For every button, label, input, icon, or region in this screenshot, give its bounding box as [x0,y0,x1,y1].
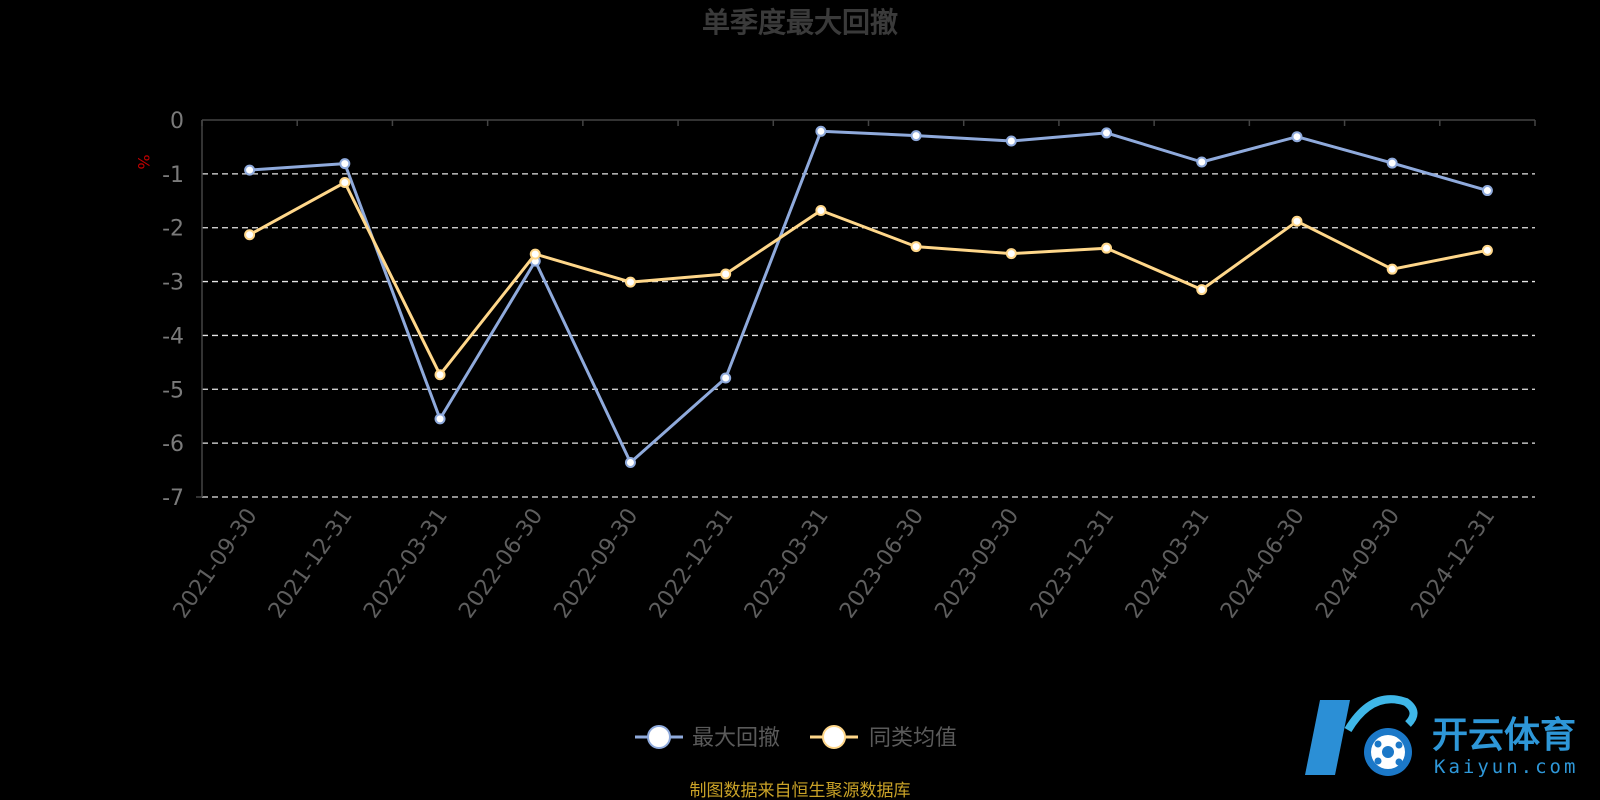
x-tick-label: 2022-09-30 [550,504,644,623]
data-point [244,164,256,176]
data-point [1196,156,1208,168]
data-point [529,248,541,260]
x-tick-label: 2021-12-31 [264,504,358,623]
y-tick-label: -5 [162,378,184,403]
chart-title: 单季度最大回撤 [702,6,898,39]
y-tick-label: -3 [162,271,184,296]
data-point [339,158,351,170]
data-point [1101,242,1113,254]
data-point [1386,263,1398,275]
x-tick-label: 2023-09-30 [930,504,1024,623]
data-point [910,130,922,142]
data-source-note: 制图数据来自恒生聚源数据库 [690,781,911,800]
y-tick-label: -2 [162,217,184,242]
data-point [339,176,351,188]
series-layer [244,125,1493,469]
data-point [1101,127,1113,139]
x-tick-label: 2022-12-31 [645,504,739,623]
y-tick-label: -7 [162,486,184,511]
x-tick-label: 2024-06-30 [1216,504,1310,623]
data-point [244,229,256,241]
x-tick-label: 2022-03-31 [359,504,453,623]
data-point [434,369,446,381]
series-1 [244,176,1493,381]
data-point [1481,185,1493,197]
data-point [1196,284,1208,296]
series-line [248,181,1488,377]
data-point [624,457,636,469]
x-tick-label: 2024-03-31 [1121,504,1215,623]
data-point [1481,244,1493,256]
data-point [1005,135,1017,147]
legend-marker-icon [822,725,846,749]
data-point [624,276,636,288]
data-point [910,241,922,253]
data-point [1005,248,1017,260]
legend-marker-icon [647,725,671,749]
data-point [720,268,732,280]
y-axis-unit: % [134,154,153,169]
y-tick-label: -6 [162,432,184,457]
data-point [1386,157,1398,169]
data-point [815,125,827,137]
y-tick-label: -1 [162,163,184,188]
legend-label: 最大回撤 [692,726,780,751]
legend[interactable]: 最大回撤 同类均值 [635,725,957,751]
y-tick-label: 0 [170,109,184,134]
x-tick-label: 2024-09-30 [1311,504,1405,623]
data-point [434,413,446,425]
series-line [249,129,1488,464]
legend-item-0[interactable]: 最大回撤 [635,725,780,751]
legend-label: 同类均值 [869,726,957,751]
logo-badge-icon [1305,695,1418,776]
x-tick-label: 2023-12-31 [1026,504,1120,623]
x-tick-label: 2023-03-31 [740,504,834,623]
logo-title: 开云体育 [1432,715,1576,756]
data-point [1291,131,1303,143]
legend-item-1[interactable]: 同类均值 [810,725,957,751]
data-point [720,372,732,384]
grid-lines [202,173,1535,498]
x-tick-label: 2021-09-30 [169,504,263,623]
logo-subtitle: Kaiyun.com [1434,756,1578,778]
data-point [815,204,827,216]
x-tick-label: 2023-06-30 [835,504,929,623]
x-tick-label: 2022-06-30 [454,504,548,623]
series-0 [244,125,1493,469]
x-tick-label: 2024-12-31 [1406,504,1500,623]
y-tick-label: -4 [162,324,184,349]
kaiyun-logo: 开云体育 Kaiyun.com [1305,695,1578,778]
data-point [1291,215,1303,227]
